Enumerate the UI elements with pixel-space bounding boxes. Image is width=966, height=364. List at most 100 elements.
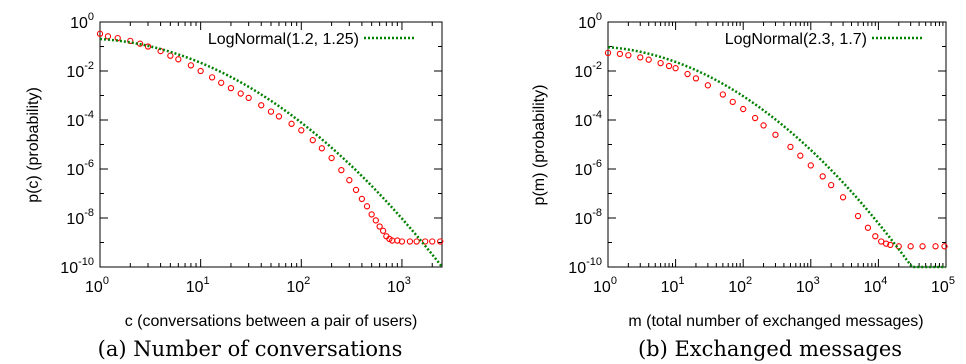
tick-exponent: -10 <box>586 256 602 268</box>
data-point <box>376 223 383 230</box>
data-point <box>245 94 252 102</box>
tick-base: 10 <box>728 279 746 296</box>
fit-series <box>607 45 946 269</box>
tick-base: 10 <box>863 279 881 296</box>
tick-base: 10 <box>66 113 84 130</box>
tick-exponent: 1 <box>203 275 209 287</box>
data-point <box>144 43 152 50</box>
x-tick-label: 105 <box>931 275 955 296</box>
tick-exponent: -6 <box>84 158 94 170</box>
data-point <box>309 137 316 144</box>
x-tick-labels: 100 101 102 103 104 105 <box>593 275 955 296</box>
data-point <box>437 238 444 245</box>
tick-marks <box>99 21 442 268</box>
tick-exponent: 0 <box>596 11 602 23</box>
tick-exponent: 5 <box>949 275 955 287</box>
x-tick-label: 102 <box>728 275 752 296</box>
data-point <box>807 162 814 169</box>
plot-frame <box>99 21 443 268</box>
data-point <box>854 212 862 220</box>
tick-base: 10 <box>85 279 103 296</box>
data-point <box>267 108 275 115</box>
data-point <box>208 74 216 81</box>
data-point <box>104 33 112 40</box>
tick-exponent: 3 <box>814 275 820 287</box>
tick-exponent: -2 <box>84 60 94 72</box>
data-point <box>604 49 612 57</box>
x-tick-label: 104 <box>863 275 887 296</box>
tick-exponent: -8 <box>84 207 94 219</box>
data-point <box>237 90 244 97</box>
plot-frame <box>607 21 947 268</box>
tick-base: 10 <box>574 64 592 81</box>
data-point <box>729 98 736 106</box>
tick-base: 10 <box>661 279 679 296</box>
data-point <box>819 173 826 180</box>
data-point <box>318 145 325 152</box>
tick-exponent: 0 <box>611 275 617 287</box>
tick-base: 10 <box>931 279 949 296</box>
y-axis-label: p(m) (probability) <box>531 85 548 206</box>
x-axis-label: m (total number of exchanged messages) <box>628 313 923 330</box>
fit-curve <box>99 37 443 268</box>
caption: (b) Exchanged messages <box>638 337 902 361</box>
data-point <box>657 59 664 67</box>
data-point <box>352 186 360 194</box>
data-point <box>96 30 104 37</box>
y-tick-label: 10-8 <box>574 207 602 228</box>
y-tick-label: 10-2 <box>574 60 602 81</box>
data-point <box>872 233 879 240</box>
data-point <box>637 54 644 61</box>
data-point <box>772 131 779 138</box>
data-point <box>719 91 727 98</box>
tick-base: 10 <box>70 15 88 32</box>
data-point <box>358 195 366 203</box>
tick-exponent: 0 <box>88 11 94 23</box>
data-point <box>275 113 283 120</box>
tick-exponent: -8 <box>592 207 602 219</box>
data-point <box>218 79 225 86</box>
tick-base: 10 <box>186 279 204 296</box>
tick-base: 10 <box>60 260 78 277</box>
data-point <box>864 224 872 231</box>
legend-label: LogNormal(2.3, 1.7) <box>725 31 867 48</box>
data-point <box>919 243 926 250</box>
data-point <box>421 238 429 245</box>
data-point <box>413 238 420 245</box>
tick-exponent: -4 <box>84 109 94 121</box>
data-point <box>372 217 379 224</box>
data-point <box>684 70 691 78</box>
data-point <box>692 75 700 82</box>
tick-exponent: -10 <box>78 256 94 268</box>
tick-exponent: 2 <box>304 275 310 287</box>
tick-base: 10 <box>574 113 592 130</box>
tick-exponent: 0 <box>103 275 109 287</box>
tick-base: 10 <box>593 279 611 296</box>
data-point <box>298 127 305 134</box>
data-point <box>932 243 939 250</box>
data-point <box>839 194 847 201</box>
y-tick-label: 100 <box>578 11 602 32</box>
data-point <box>429 238 436 245</box>
data-point <box>672 65 679 72</box>
tick-exponent: 1 <box>678 275 684 287</box>
tick-exponent: -6 <box>592 158 602 170</box>
tick-base: 10 <box>66 64 84 81</box>
data-point <box>328 154 335 162</box>
x-tick-label: 101 <box>661 275 685 296</box>
data-point <box>346 177 353 184</box>
x-tick-label: 103 <box>796 275 820 296</box>
data-point <box>187 62 195 69</box>
data-point <box>787 143 794 151</box>
y-tick-label: 100 <box>70 11 94 32</box>
x-tick-label: 102 <box>286 275 310 296</box>
tick-exponent: -4 <box>592 109 602 121</box>
tick-base: 10 <box>574 162 592 179</box>
data-point <box>751 114 759 122</box>
tick-base: 10 <box>66 162 84 179</box>
tick-exponent: -2 <box>592 60 602 72</box>
x-tick-label: 101 <box>186 275 210 296</box>
